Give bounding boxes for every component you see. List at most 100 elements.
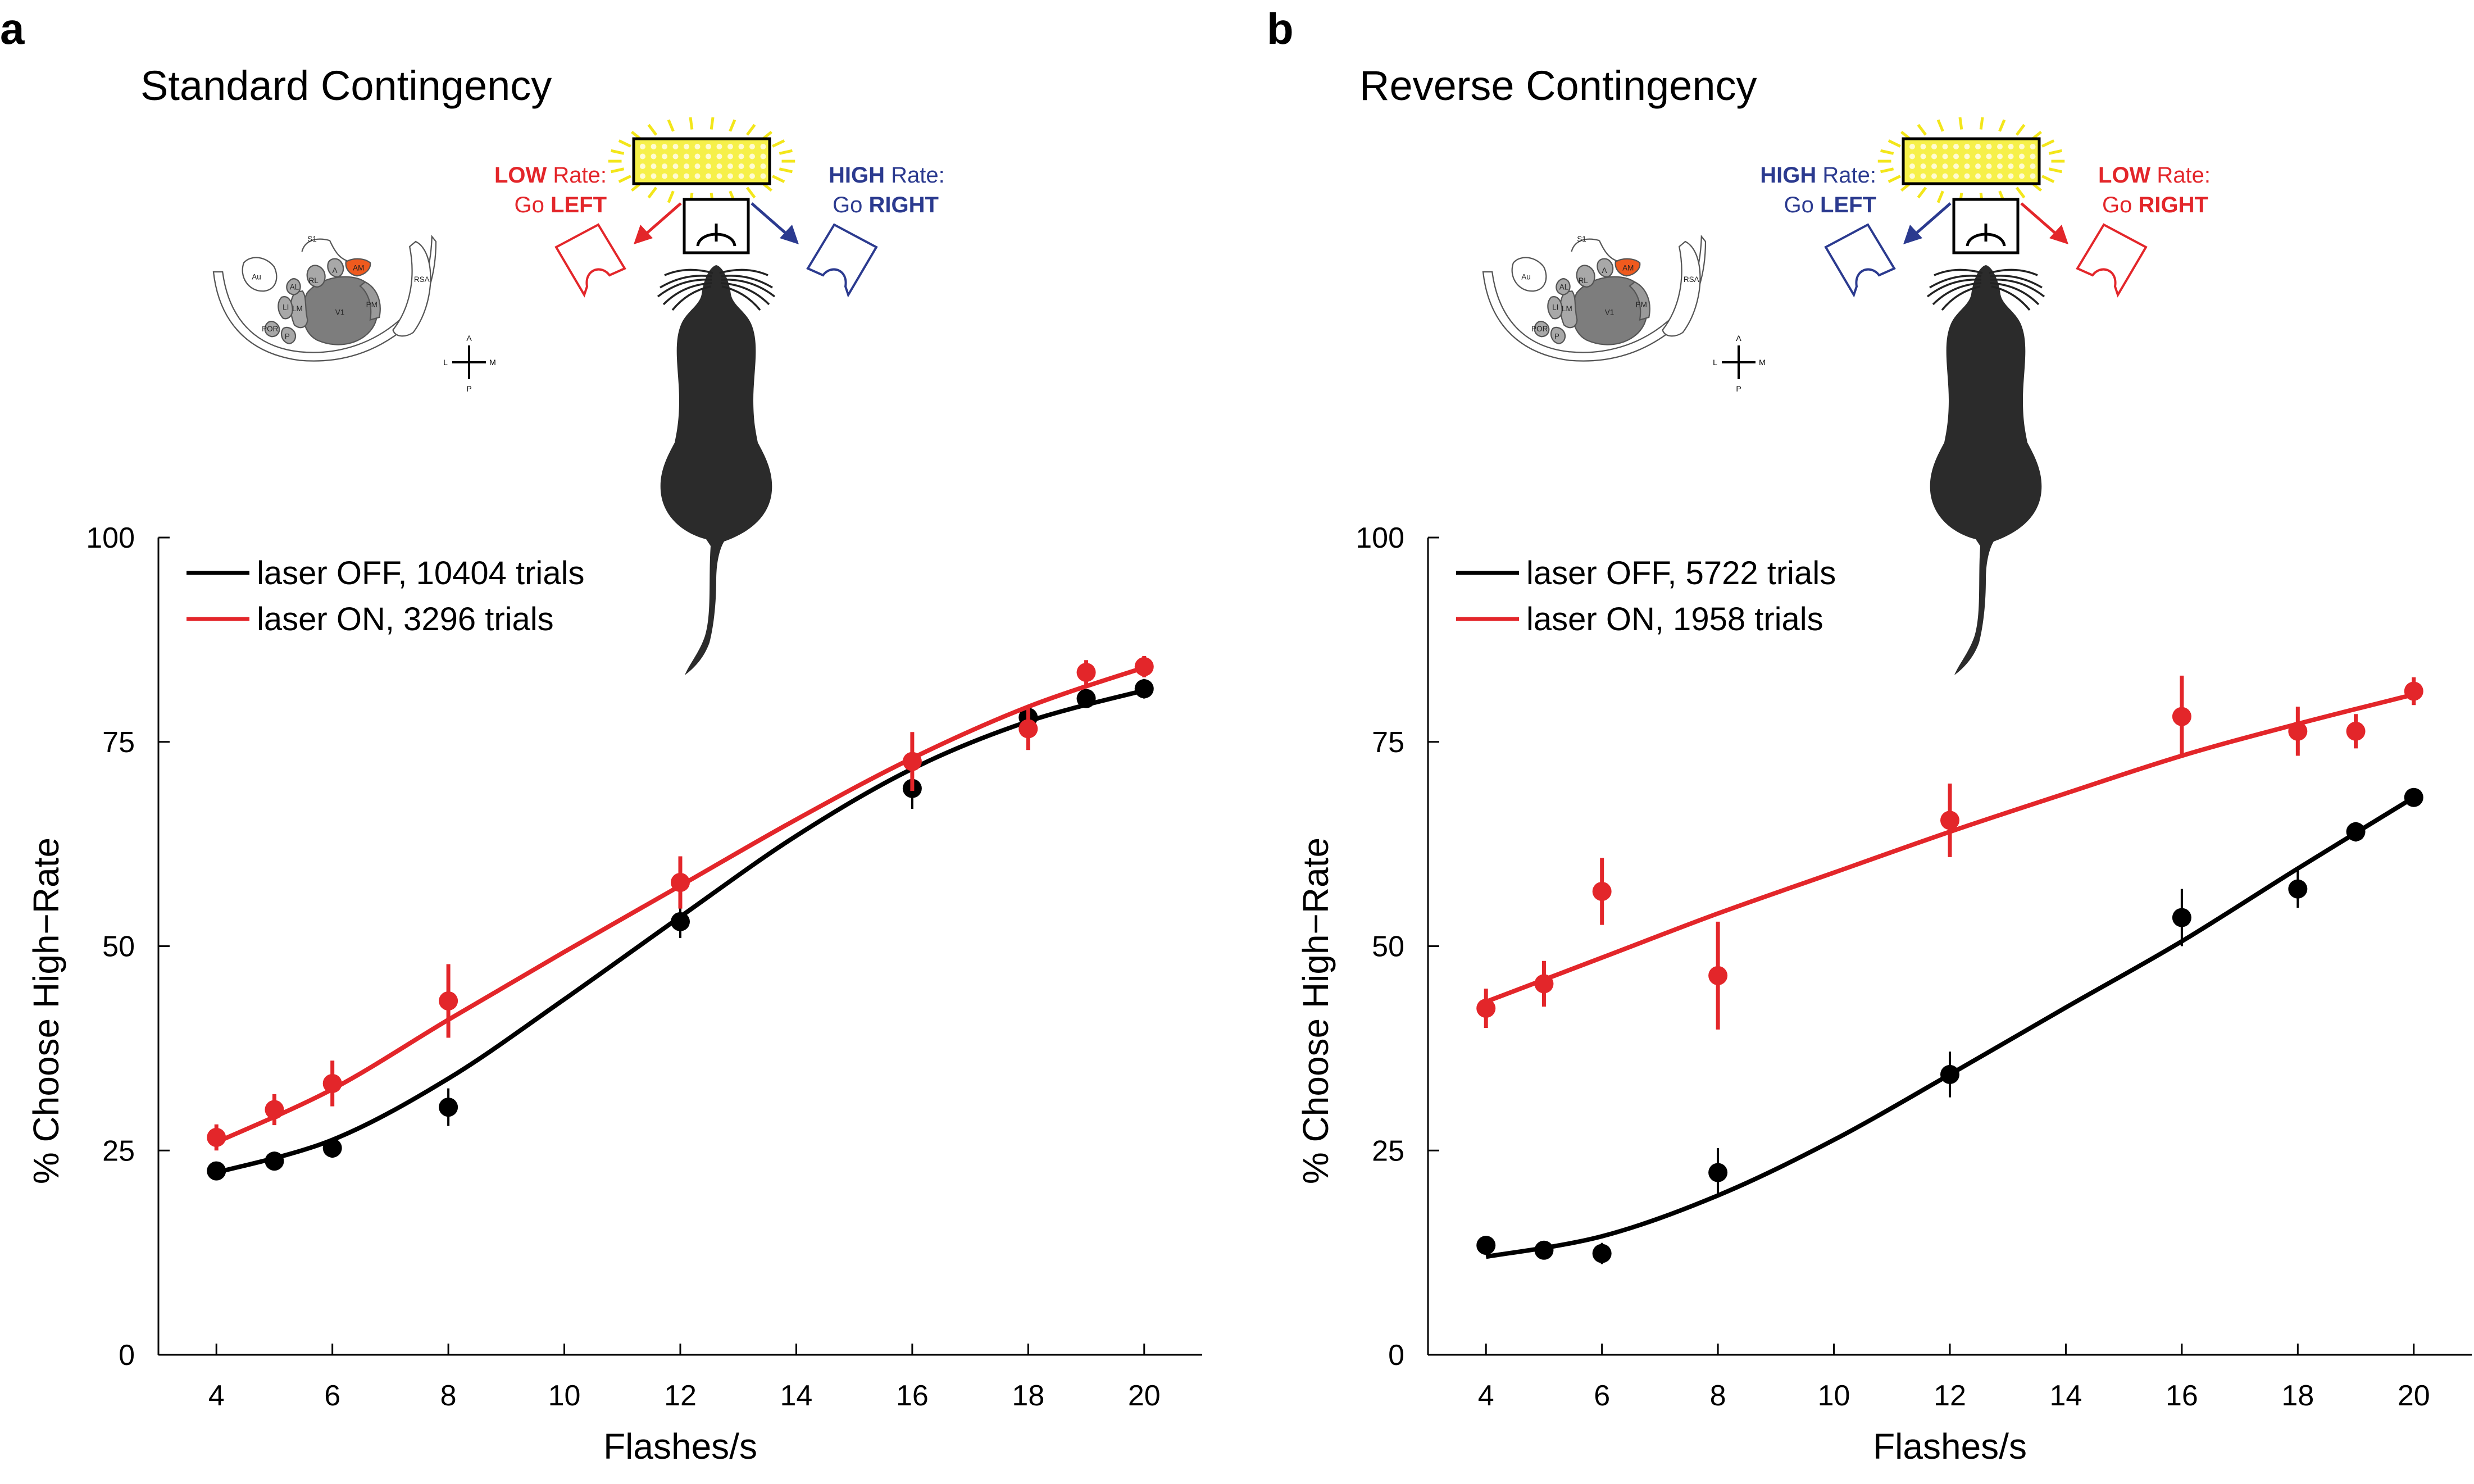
y-axis-label: % Choose High−Rate	[26, 837, 66, 1184]
brain-label-am: AM	[353, 263, 364, 272]
data-point	[1076, 689, 1096, 708]
data-point	[322, 1073, 342, 1093]
right-action-label: Go RIGHT	[2102, 193, 2208, 217]
right-action-label: Go RIGHT	[833, 193, 939, 217]
brain-label-a: A	[1602, 266, 1607, 275]
legend: laser OFF, 5722 trials laser ON, 1958 tri…	[1456, 555, 1836, 638]
panel-title: Standard Contingency	[140, 62, 552, 109]
legend-label: laser OFF, 10404 trials	[257, 555, 584, 591]
data-point	[671, 912, 690, 931]
x-tick-label: 12	[664, 1380, 697, 1412]
series-laser-on	[1476, 675, 2423, 1030]
brain-label-v1: V1	[335, 308, 345, 317]
y-axis-label: % Choose High−Rate	[1295, 837, 1336, 1184]
brain-label-a: A	[332, 266, 337, 275]
x-tick-label: 16	[896, 1380, 929, 1412]
chart-b: 0 25 50 75 100 4 6 8 10 12 14 16 18 20 Flashes/s % Choo…	[1295, 522, 2472, 1467]
left-action-label: Go LEFT	[515, 193, 607, 217]
center-port	[1952, 198, 2020, 254]
compass-m-label: M	[1759, 358, 1766, 367]
chart-a: 0 25 50 75 100 4 6 8 10 12 14 16 18 20 Flashes/s % Choo…	[26, 522, 1202, 1467]
data-point	[1476, 999, 1496, 1018]
panel-title: Reverse Contingency	[1359, 62, 1757, 109]
brain-label-s1: S1	[1577, 235, 1586, 243]
brain-label-li: LI	[1552, 303, 1558, 312]
data-point	[1708, 1163, 1728, 1182]
y-tick-label: 75	[1372, 726, 1404, 759]
left-rate-label: LOW Rate:	[494, 163, 607, 188]
brain-label-am: AM	[1622, 263, 1634, 272]
right-port	[751, 202, 878, 298]
compass-l-label: L	[1713, 358, 1717, 367]
x-tick-label: 16	[2166, 1380, 2198, 1412]
compass-p-label: P	[1736, 384, 1741, 393]
brain-label-p: P	[285, 333, 290, 341]
x-tick-label: 14	[2050, 1380, 2082, 1412]
x-tick-label: 14	[780, 1380, 813, 1412]
led-panel	[1877, 117, 2065, 206]
brain-label-au: Au	[1521, 273, 1531, 281]
compass-p-label: P	[466, 384, 471, 393]
data-point	[671, 873, 690, 893]
led-panel	[608, 117, 795, 206]
x-tick-label: 6	[1594, 1380, 1610, 1412]
data-point	[2346, 822, 2366, 841]
x-tick-label: 18	[1012, 1380, 1044, 1412]
brain-label-p: P	[1554, 333, 1559, 341]
brain-label-rsa: RSA	[1684, 275, 1699, 284]
data-point	[2288, 721, 2308, 741]
data-point	[1534, 974, 1554, 994]
series-laser-on	[207, 655, 1154, 1151]
brain-label-s1: S1	[307, 235, 317, 243]
brain-label-lm: LM	[1562, 304, 1572, 313]
brain-label-rl: RL	[309, 276, 319, 285]
mouse-icon	[657, 264, 776, 676]
brain-label-al: AL	[290, 283, 299, 292]
brain-label-au: Au	[252, 273, 261, 281]
right-rate-label: LOW Rate:	[2098, 163, 2211, 188]
y-tick-label: 0	[1388, 1339, 1404, 1372]
compass-l-label: L	[443, 358, 448, 367]
series-laser-off	[207, 679, 1154, 1181]
data-point	[322, 1138, 342, 1158]
data-point	[1534, 1240, 1554, 1260]
panel-letter: b	[1267, 4, 1294, 53]
brain-label-pm: PM	[366, 301, 378, 309]
data-point	[1134, 679, 1154, 699]
left-action-label: Go LEFT	[1784, 193, 1876, 217]
x-tick-label: 20	[1128, 1380, 1161, 1412]
data-point	[439, 991, 458, 1010]
brain-label-li: LI	[283, 303, 289, 312]
brain-label-por: POR	[262, 325, 279, 333]
brain-label-v1: V1	[1605, 308, 1615, 317]
x-tick-label: 10	[1818, 1380, 1850, 1412]
x-tick-label: 8	[440, 1380, 457, 1412]
data-point	[1076, 663, 1096, 682]
x-tick-label: 12	[1934, 1380, 1966, 1412]
legend: laser OFF, 10404 trials laser ON, 3296 tr…	[187, 555, 584, 638]
mouse-icon	[1926, 264, 2045, 676]
x-axis-label: Flashes/s	[1873, 1426, 2027, 1467]
y-tick-label: 50	[102, 931, 135, 963]
y-tick-label: 75	[102, 726, 135, 759]
data-point	[439, 1098, 458, 1117]
compass: A P L M	[1713, 334, 1766, 393]
x-tick-label: 10	[548, 1380, 581, 1412]
y-tick-label: 100	[1356, 522, 1404, 554]
brain-map: S1 Au RL A AM AL LI LM V1 PM RSA POR P	[1482, 235, 1707, 362]
left-port	[1824, 202, 1952, 298]
x-axis-label: Flashes/s	[603, 1426, 757, 1467]
compass-a-label: A	[1736, 334, 1741, 343]
data-point	[1940, 1064, 1959, 1084]
data-point	[265, 1151, 284, 1171]
data-point	[207, 1161, 226, 1181]
brain-label-lm: LM	[292, 304, 303, 313]
data-point	[2346, 721, 2366, 741]
x-tick-label: 18	[2281, 1380, 2314, 1412]
x-tick-label: 8	[1710, 1380, 1726, 1412]
data-point	[902, 752, 922, 771]
data-point	[2404, 681, 2423, 701]
data-point	[1940, 811, 1959, 830]
legend-label: laser OFF, 5722 trials	[1526, 555, 1836, 591]
data-point	[2288, 879, 2308, 899]
